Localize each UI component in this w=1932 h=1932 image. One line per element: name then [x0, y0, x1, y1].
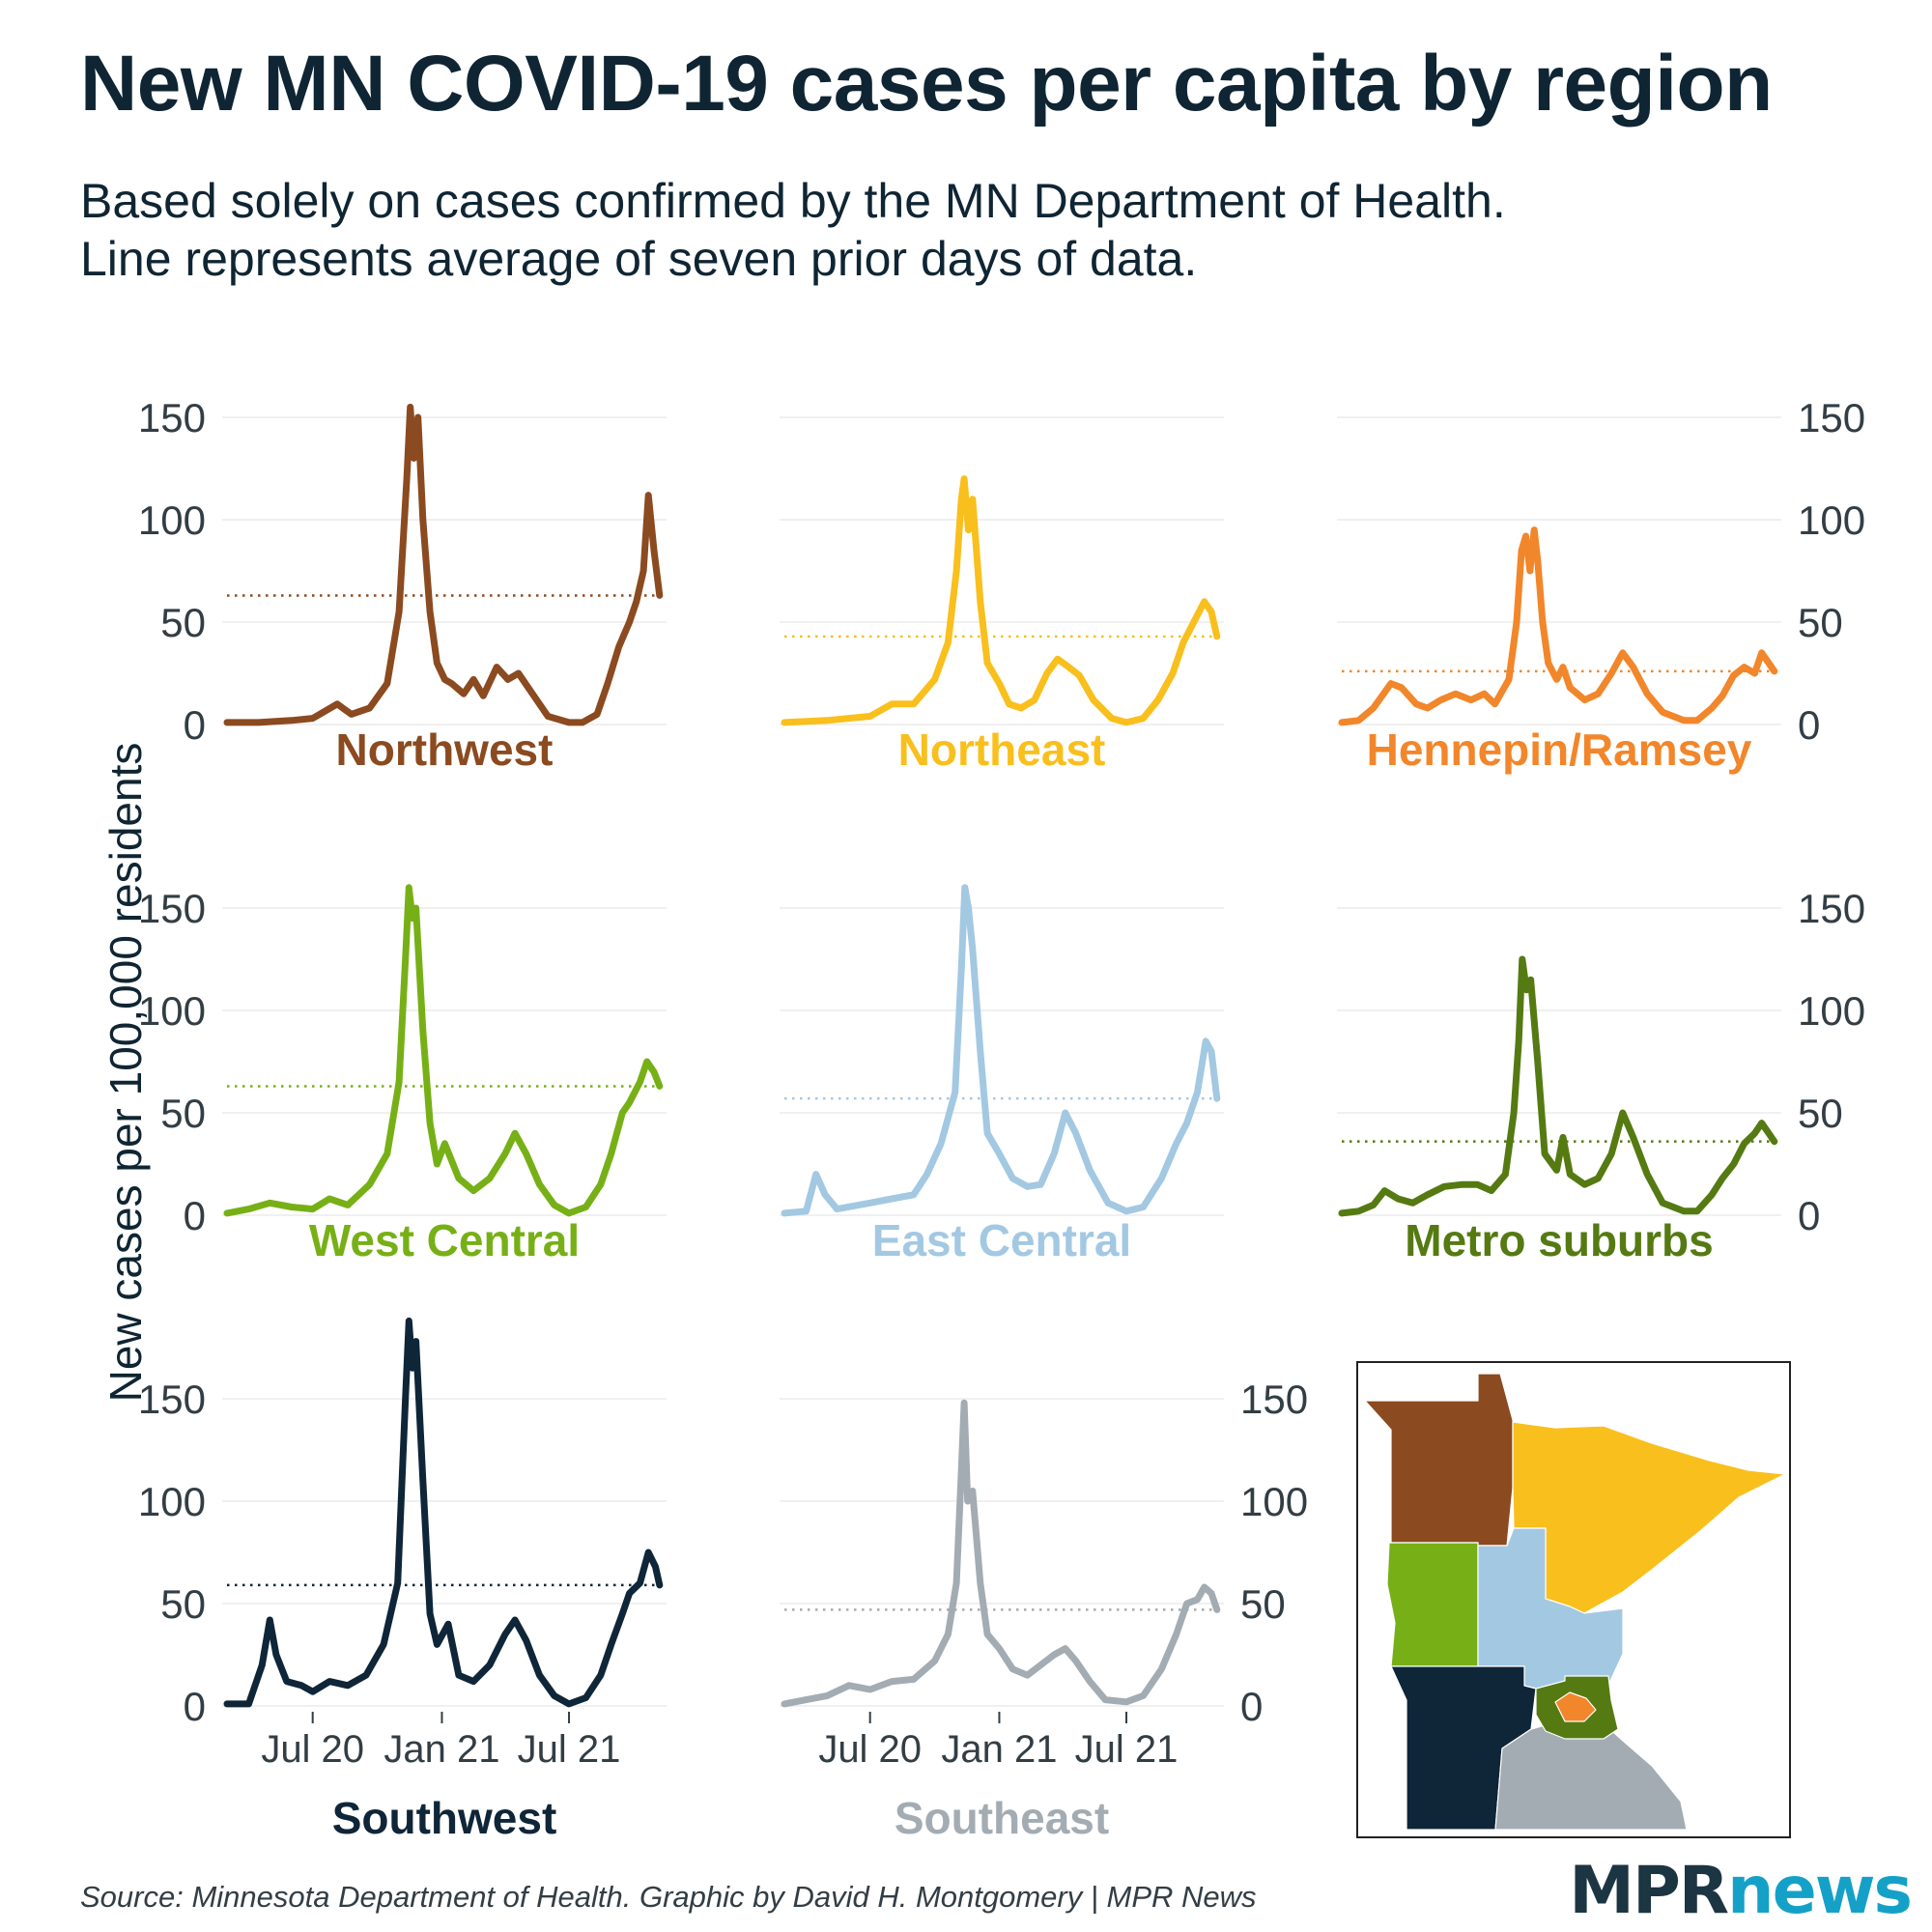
y-tick-label: 150: [138, 1377, 206, 1422]
logo-mpr: MPR: [1569, 1853, 1729, 1929]
map-region-west-central: [1386, 1542, 1479, 1667]
panel-metro-suburbs: 0 50 100 150 Metro suburbs: [1337, 886, 1865, 1265]
y-tick-label: 50: [1798, 1091, 1843, 1136]
y-tick-label: 0: [1798, 702, 1820, 748]
series-line-southwest: [223, 1317, 664, 1708]
series-line-east-central: [781, 884, 1221, 1217]
y-tick-label: 150: [1798, 395, 1865, 440]
y-tick-label: 150: [138, 395, 206, 440]
y-tick-label: 0: [1798, 1193, 1820, 1238]
logo-news: news: [1727, 1853, 1913, 1929]
series-line-west-central: [223, 884, 664, 1217]
y-tick-label: 50: [1798, 600, 1843, 645]
x-tick-label: Jul 21: [518, 1728, 621, 1771]
subtitle-line-1: Based solely on cases confirmed by the M…: [80, 174, 1506, 228]
panel-label: East Central: [872, 1215, 1131, 1265]
panel-northwest: 0 50 100 150 Northwest: [138, 395, 667, 775]
panel-label: Metro suburbs: [1405, 1215, 1713, 1265]
y-tick-label: 100: [1798, 497, 1865, 543]
y-tick-label: 150: [1240, 1377, 1308, 1422]
series-line-metro-suburbs: [1338, 955, 1778, 1217]
y-tick-label: 50: [160, 600, 206, 645]
panel-southeast: 0 50 100 150 Jul 20 Jan 21 Jul 21 Southeast: [780, 1377, 1308, 1843]
page-title: New MN COVID-19 cases per capita by regi…: [80, 40, 1773, 128]
y-tick-label: 100: [138, 988, 206, 1034]
y-tick-label: 150: [138, 886, 206, 931]
series-line-southeast: [781, 1399, 1221, 1708]
map-region-northwest: [1364, 1373, 1514, 1547]
series-line-northeast: [781, 475, 1221, 726]
series-line-hennepin-ramsey: [1338, 526, 1778, 726]
y-tick-label: 100: [138, 497, 206, 543]
panel-label: Southeast: [895, 1793, 1109, 1843]
x-tick-label: Jul 20: [818, 1728, 922, 1771]
panel-hennepin-ramsey: 0 50 100 150 Hennepin/Ramsey: [1337, 395, 1865, 775]
panel-southwest: 0 50 100 150 Jul 20 Jan 21 Jul 21 Southwest: [138, 1317, 667, 1843]
panel-label: Hennepin/Ramsey: [1367, 724, 1752, 775]
x-tick-label: Jan 21: [384, 1728, 499, 1771]
y-tick-label: 150: [1798, 886, 1865, 931]
y-tick-label: 50: [160, 1091, 206, 1136]
panel-northeast: Northeast: [780, 416, 1224, 775]
y-tick-label: 50: [160, 1581, 206, 1627]
y-tick-label: 0: [184, 1193, 206, 1238]
panel-label: Northeast: [898, 724, 1106, 775]
x-tick-label: Jul 20: [261, 1728, 364, 1771]
x-tick-label: Jul 21: [1075, 1728, 1179, 1771]
y-tick-label: 50: [1240, 1581, 1286, 1627]
panel-east-central: East Central: [780, 884, 1224, 1265]
panel-west-central: 0 50 100 150 West Central: [138, 884, 667, 1265]
panel-label: Southwest: [332, 1793, 557, 1843]
mpr-news-logo: MPRnews: [1569, 1859, 1913, 1924]
source-credit: Source: Minnesota Department of Health. …: [80, 1880, 1257, 1914]
panel-label: West Central: [309, 1215, 580, 1265]
y-tick-label: 0: [184, 702, 206, 748]
y-tick-label: 100: [1798, 988, 1865, 1034]
y-tick-label: 0: [184, 1684, 206, 1729]
panel-label: Northwest: [336, 724, 554, 775]
series-line-northwest: [223, 403, 664, 726]
y-tick-label: 100: [1240, 1479, 1308, 1524]
map-region-hennepin-ramsey: [1554, 1691, 1597, 1722]
y-tick-label: 100: [138, 1479, 206, 1524]
region-map: [1356, 1361, 1791, 1838]
x-tick-label: Jan 21: [941, 1728, 1057, 1771]
y-tick-label: 0: [1240, 1684, 1263, 1729]
subtitle-line-2: Line represents average of seven prior d…: [80, 232, 1198, 286]
subtitle: Based solely on cases confirmed by the M…: [80, 172, 1506, 288]
